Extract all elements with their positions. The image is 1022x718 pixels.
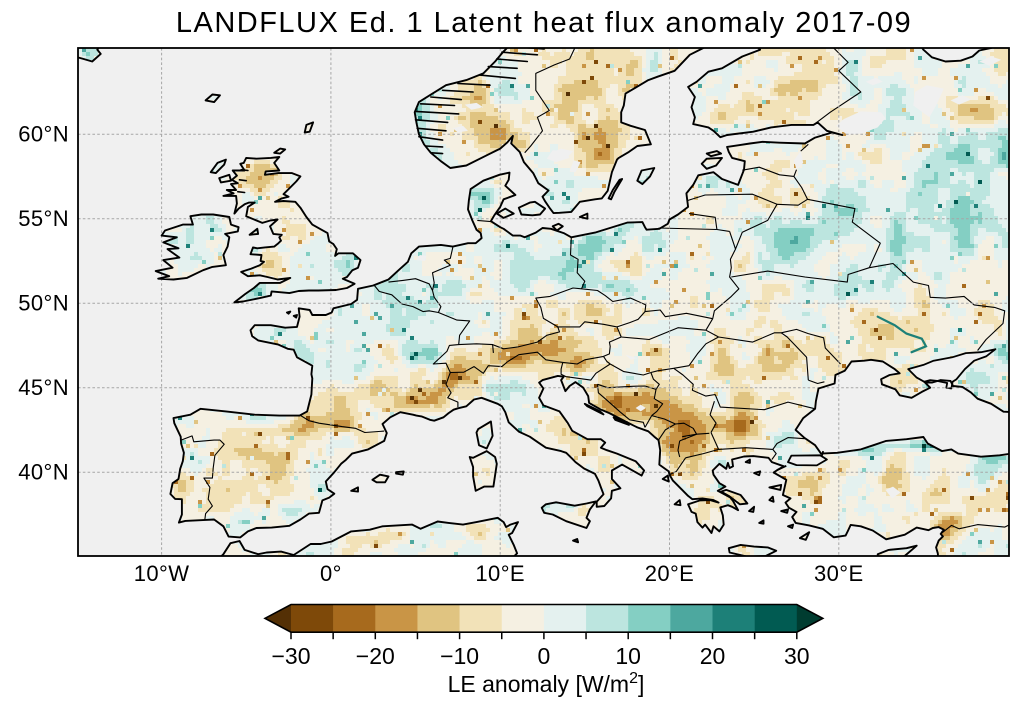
- svg-text:60°N: 60°N: [18, 122, 69, 147]
- svg-text:LE anomaly [W/m2]: LE anomaly [W/m2]: [448, 670, 645, 697]
- svg-text:−30: −30: [271, 643, 310, 669]
- svg-text:20: 20: [700, 643, 726, 669]
- svg-text:10: 10: [615, 643, 641, 669]
- svg-text:55°N: 55°N: [18, 206, 69, 231]
- svg-text:−20: −20: [356, 643, 395, 669]
- svg-text:45°N: 45°N: [18, 375, 69, 400]
- svg-text:LANDFLUX Ed. 1 Latent heat flu: LANDFLUX Ed. 1 Latent heat flux anomaly …: [176, 7, 912, 39]
- svg-text:30°E: 30°E: [814, 561, 864, 586]
- svg-text:10°E: 10°E: [475, 561, 525, 586]
- svg-text:20°E: 20°E: [645, 561, 695, 586]
- svg-text:−10: −10: [440, 643, 479, 669]
- svg-text:10°W: 10°W: [134, 561, 190, 586]
- svg-text:0: 0: [538, 643, 551, 669]
- svg-text:40°N: 40°N: [18, 460, 69, 485]
- svg-text:30: 30: [784, 643, 810, 669]
- svg-text:50°N: 50°N: [18, 291, 69, 316]
- svg-text:0°: 0°: [320, 561, 342, 586]
